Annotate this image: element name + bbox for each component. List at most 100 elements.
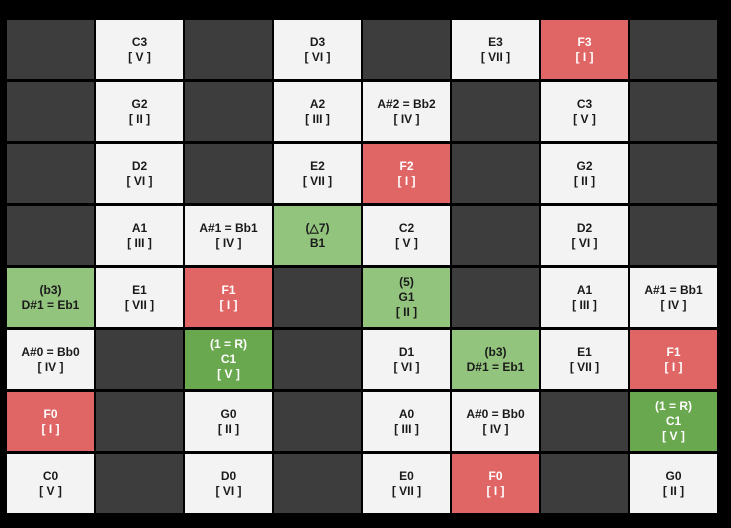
note-label: A#1 = Bb1 [644, 282, 703, 297]
note-label: D#1 = Eb1 [21, 297, 80, 312]
note-cell [452, 82, 539, 141]
note-label: (1 = R) [209, 337, 247, 351]
note-label: G0 [665, 468, 682, 483]
note-cell [363, 20, 450, 79]
note-label: E1 [577, 344, 592, 359]
note-cell [630, 20, 717, 79]
note-cell [7, 20, 94, 79]
note-label: [ V ] [662, 429, 685, 443]
note-cell: E1[ VII ] [96, 268, 183, 327]
note-label: [ VII ] [391, 483, 422, 498]
note-label: G2 [576, 158, 593, 173]
note-cell: F2[ I ] [363, 144, 450, 203]
note-cell: D3[ VI ] [274, 20, 361, 79]
note-label: F0 [488, 468, 503, 483]
note-label: A#0 = Bb0 [466, 406, 525, 421]
note-label: (5) [399, 275, 414, 289]
note-cell: G2[ II ] [541, 144, 628, 203]
note-label: [ V ] [573, 111, 596, 126]
note-label: D0 [220, 468, 237, 483]
note-cell [541, 392, 628, 451]
note-cell: A#1 = Bb1[ IV ] [630, 268, 717, 327]
note-label: [ I ] [219, 297, 238, 312]
note-label: A1 [576, 282, 593, 297]
note-label: C1 [665, 414, 682, 428]
note-label: A#1 = Bb1 [199, 220, 258, 235]
note-cell [96, 454, 183, 513]
note-cell [96, 330, 183, 389]
note-label: [ IV ] [37, 359, 64, 374]
note-cell: E0[ VII ] [363, 454, 450, 513]
note-cell [274, 454, 361, 513]
note-cell: G0[ II ] [185, 392, 272, 451]
note-label: G0 [220, 406, 237, 421]
note-label: [ VI ] [304, 49, 331, 64]
note-cell: (1 = R) C1[ V ] [630, 392, 717, 451]
note-cell [7, 206, 94, 265]
note-label: [ V ] [395, 235, 418, 250]
note-cell: G0[ II ] [630, 454, 717, 513]
note-cell: F1[ I ] [185, 268, 272, 327]
note-cell: D2[ VI ] [96, 144, 183, 203]
note-label: F3 [577, 34, 592, 49]
note-cell [7, 82, 94, 141]
note-cell [274, 392, 361, 451]
note-cell [452, 206, 539, 265]
note-label: G1 [398, 290, 415, 304]
note-label: A#2 = Bb2 [377, 96, 436, 111]
note-cell: (1 = R) C1[ V ] [185, 330, 272, 389]
note-label: A2 [309, 96, 326, 111]
note-cell: E2[ VII ] [274, 144, 361, 203]
note-label: C2 [398, 220, 415, 235]
note-label: [ III ] [127, 235, 152, 250]
note-label: [ VI ] [126, 173, 153, 188]
note-cell: (△7) B1 [274, 206, 361, 265]
note-cell: A0[ III ] [363, 392, 450, 451]
note-cell: A2[ III ] [274, 82, 361, 141]
note-label: (b3) [484, 344, 507, 359]
note-cell [185, 20, 272, 79]
note-label: [ I ] [486, 483, 505, 498]
note-label: E1 [132, 282, 147, 297]
note-cell: D2[ VI ] [541, 206, 628, 265]
note-label: [ VI ] [393, 359, 420, 374]
note-label: (△7) [305, 220, 330, 235]
note-cell [452, 268, 539, 327]
note-label: [ II ] [217, 421, 240, 436]
note-cell: (b3) D#1 = Eb1 [452, 330, 539, 389]
note-label: [ VII ] [302, 173, 333, 188]
note-label: C3 [131, 34, 148, 49]
note-cell [452, 144, 539, 203]
note-label: [ VI ] [215, 483, 242, 498]
note-cell [630, 206, 717, 265]
note-cell: D1[ VI ] [363, 330, 450, 389]
note-cell: A1[ III ] [96, 206, 183, 265]
note-label: E2 [310, 158, 325, 173]
note-label: F0 [43, 406, 58, 421]
note-cell [541, 454, 628, 513]
note-cell: C0[ V ] [7, 454, 94, 513]
note-label: C1 [220, 352, 237, 366]
note-label: [ II ] [128, 111, 151, 126]
note-cell [96, 392, 183, 451]
note-label: F1 [666, 344, 681, 359]
note-cell: A#0 = Bb0[ IV ] [7, 330, 94, 389]
note-label: [ IV ] [215, 235, 242, 250]
note-label: [ IV ] [393, 111, 420, 126]
note-label: [ V ] [217, 367, 240, 381]
note-cell [630, 144, 717, 203]
note-label: [ VII ] [569, 359, 600, 374]
note-label: (1 = R) [654, 399, 692, 413]
note-label: [ III ] [394, 421, 419, 436]
note-label: [ I ] [41, 421, 60, 436]
note-cell: A#2 = Bb2[ IV ] [363, 82, 450, 141]
note-cell [185, 82, 272, 141]
note-cell [7, 144, 94, 203]
note-label: D1 [398, 344, 415, 359]
note-label: [ VI ] [571, 235, 598, 250]
note-label: A#0 = Bb0 [21, 344, 80, 359]
note-cell [185, 144, 272, 203]
note-label: [ II ] [573, 173, 596, 188]
note-label: [ II ] [662, 483, 685, 498]
